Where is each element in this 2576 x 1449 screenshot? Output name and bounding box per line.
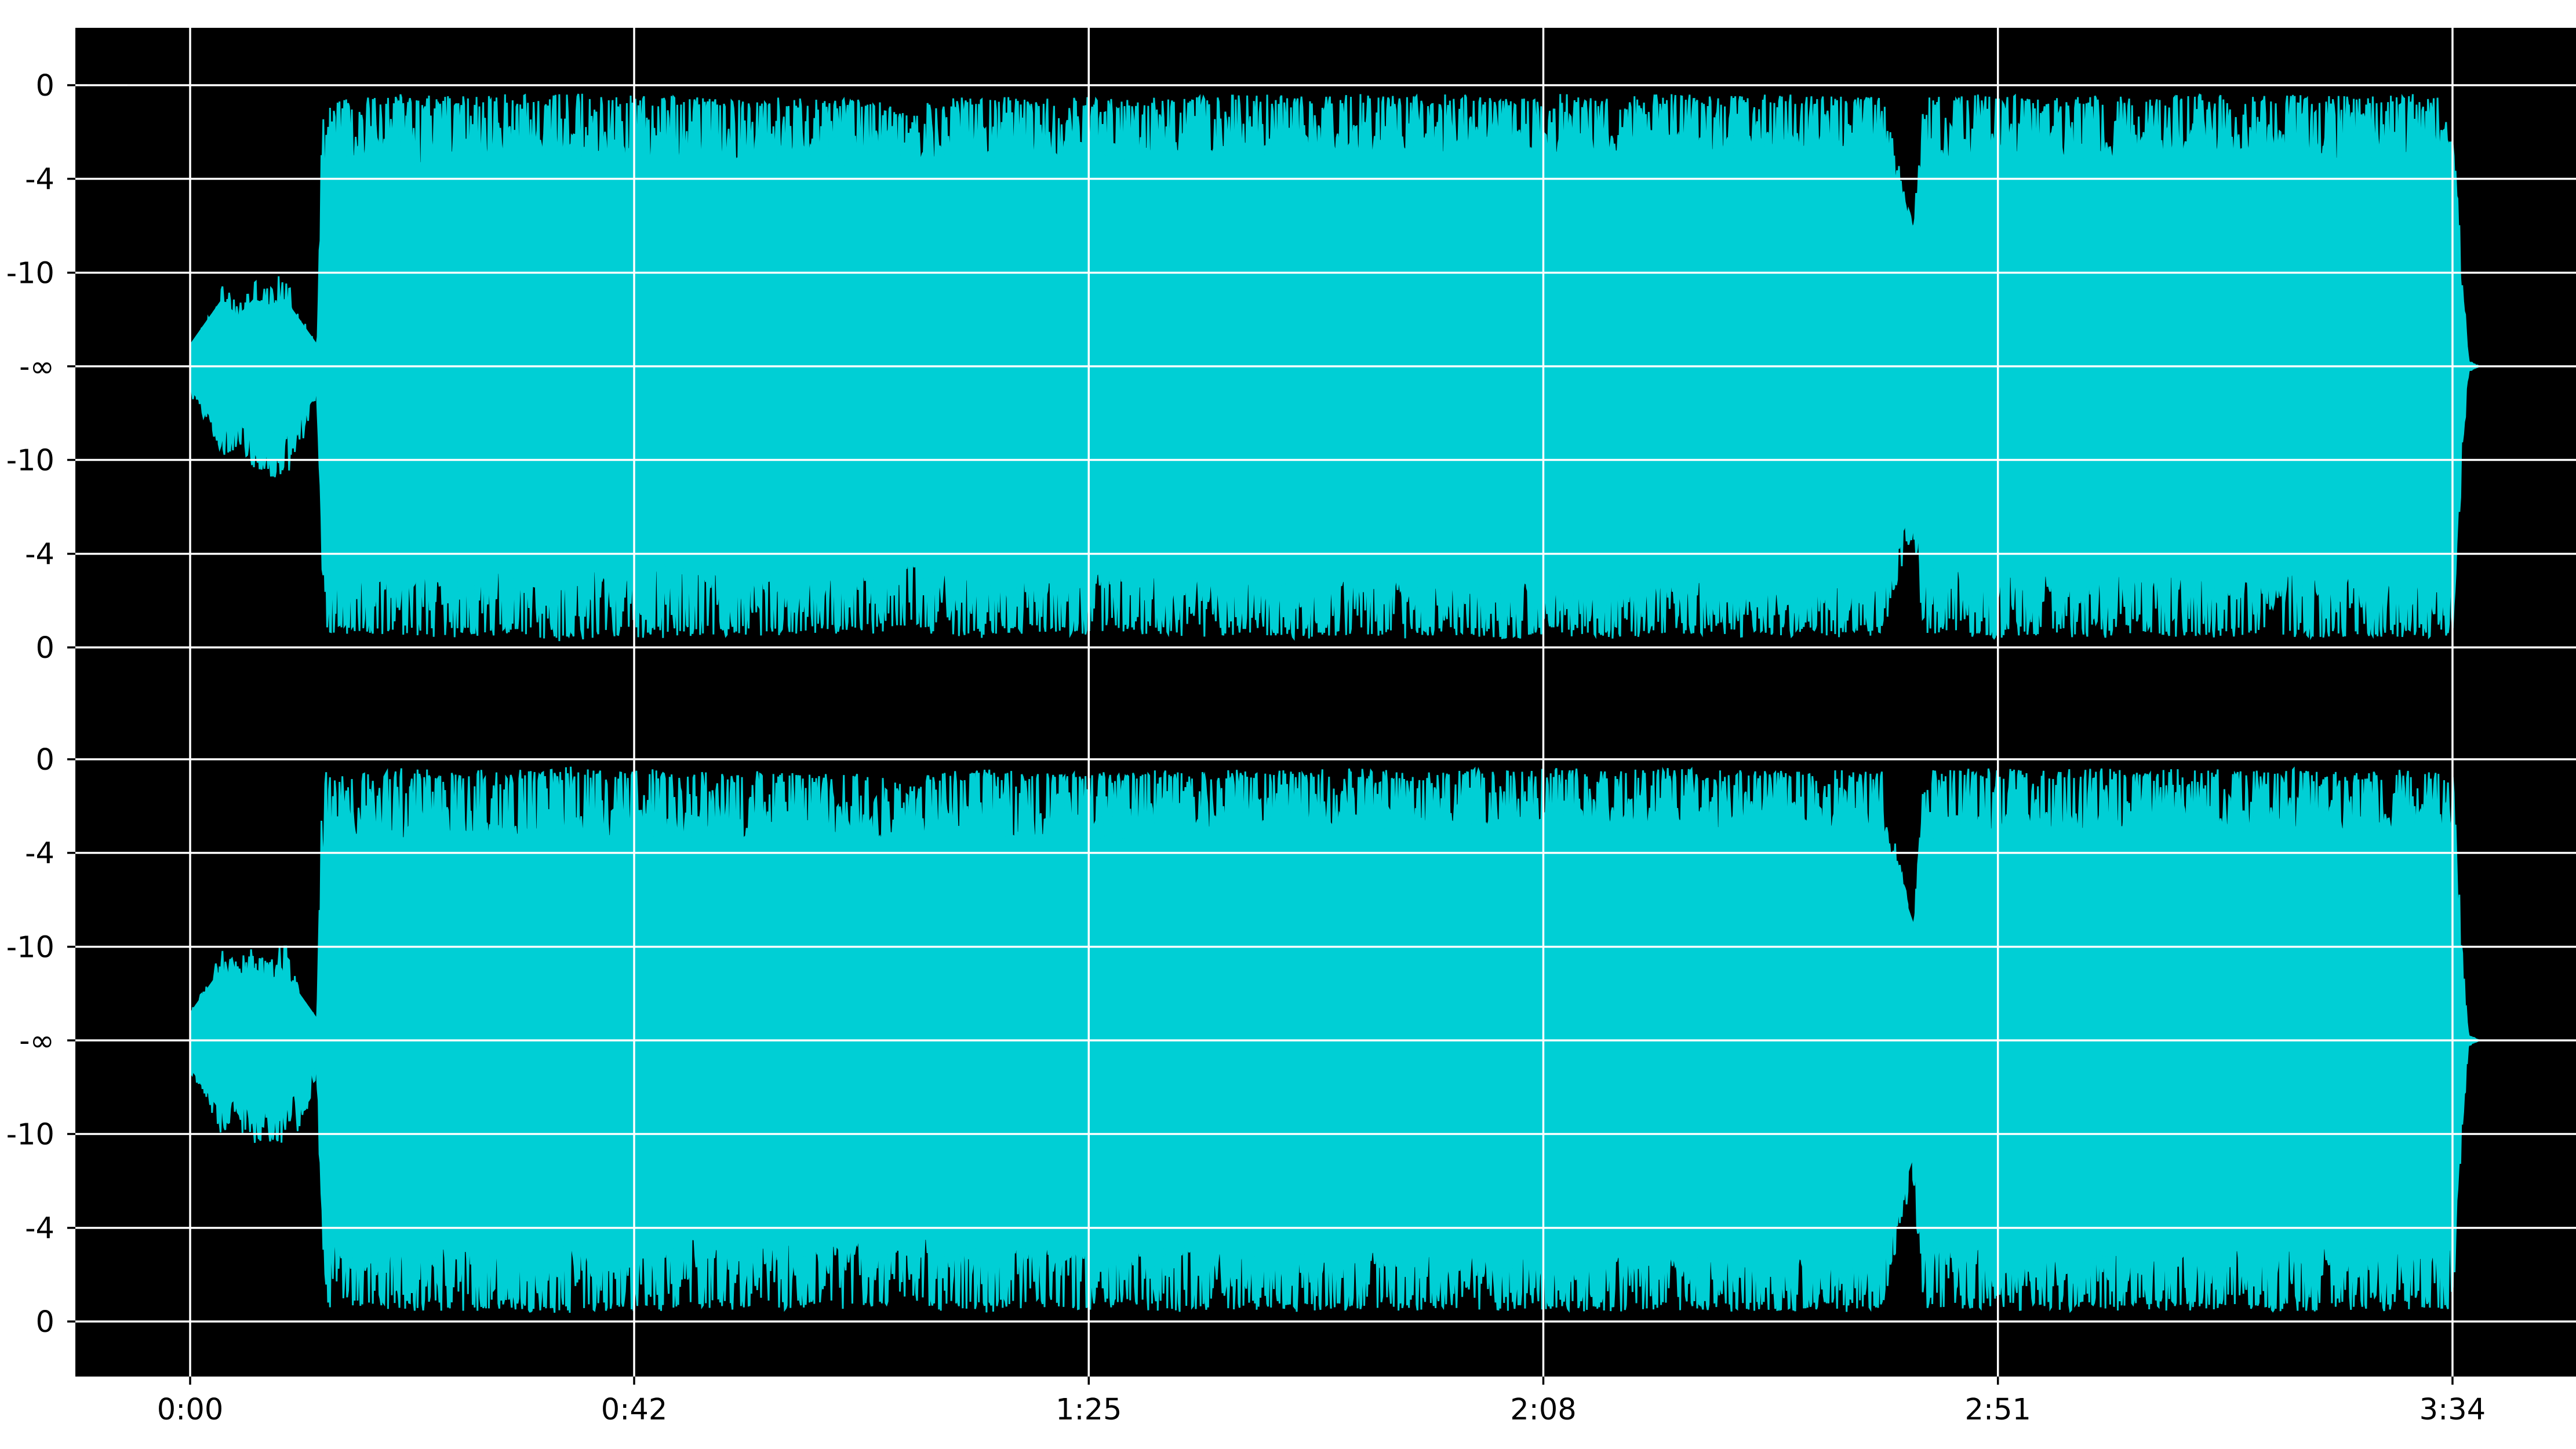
y-tick-label: -10 [6,930,54,964]
y-tick-label: 0 [36,69,54,103]
y-tick-label: -10 [6,256,54,290]
y-tick-label: -∞ [19,350,54,384]
x-tick-label: 0:42 [601,1393,668,1427]
y-tick-label: -4 [25,537,54,571]
x-tick-label: 0:00 [157,1393,224,1427]
x-tick-label: 2:08 [1510,1393,1577,1427]
y-tick-label: -∞ [19,1024,54,1058]
y-tick-label: 0 [36,743,54,777]
y-tick-label: -4 [25,837,54,871]
x-tick-label: 3:34 [2419,1393,2486,1427]
waveform-channel-1 [189,93,2480,642]
y-tick-label: -10 [6,444,54,478]
y-tick-label: -4 [25,1211,54,1246]
y-tick-label: 0 [36,1305,54,1339]
y-tick-label: 0 [36,631,54,665]
x-tick-label: 2:51 [1964,1393,2031,1427]
x-tick-label: 1:25 [1056,1393,1122,1427]
y-tick-label: -4 [25,163,54,197]
y-tick-label: -10 [6,1118,54,1152]
